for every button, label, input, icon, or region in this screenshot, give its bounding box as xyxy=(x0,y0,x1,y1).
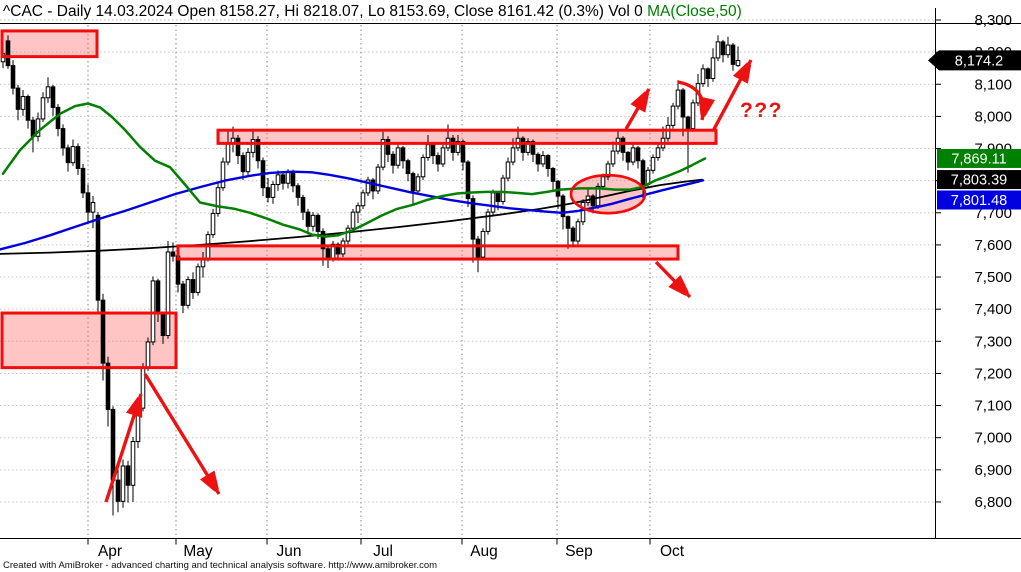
y-axis-labels: 8,3008,2008,1008,0007,9007,8007,7007,600… xyxy=(974,12,1012,511)
support-zone-7600 xyxy=(176,244,680,261)
x-gridlines-months: Apr May Jun Jul Aug Sep Oct xyxy=(87,25,685,560)
month-label: Aug xyxy=(470,543,498,560)
question-marks-annotation: ??? xyxy=(740,99,783,122)
resistance-zone-top-left xyxy=(0,29,99,59)
resistance-zone-7950-fill xyxy=(218,130,716,144)
ma-black-slow-line xyxy=(0,178,703,255)
month-label: Oct xyxy=(660,543,685,560)
y-tick-label: 6,900 xyxy=(974,462,1012,479)
supply-demand-zone-borders xyxy=(0,29,718,370)
y-gridlines xyxy=(0,19,941,503)
y-tick-label: 7,000 xyxy=(974,430,1012,447)
month-label: Jun xyxy=(277,543,302,560)
y-tick-label: 8,100 xyxy=(974,76,1012,93)
resistance-zone-top-left-fill xyxy=(2,30,97,57)
chart-title: ^CAC - Daily 14.03.2024 Open 8158.27, Hi… xyxy=(3,2,742,22)
month-label: May xyxy=(183,543,213,560)
resistance-zone-7950 xyxy=(216,128,718,145)
svg-text:7,869.11: 7,869.11 xyxy=(951,151,1006,167)
ma-black-value-tag: 7,803.39 xyxy=(937,170,1021,190)
y-tick-label: 8,300 xyxy=(974,12,1012,29)
ma50-green-line xyxy=(1,102,707,238)
y-tick-label: 7,600 xyxy=(974,237,1012,254)
y-tick-label: 7,200 xyxy=(974,365,1012,382)
y-tick-label: 7,300 xyxy=(974,333,1012,350)
arrow-up-breakout xyxy=(624,88,649,130)
ma-blue-value-tag: 7,801.48 xyxy=(937,190,1021,210)
svg-text:7,803.39: 7,803.39 xyxy=(951,173,1007,189)
candlesticks xyxy=(0,35,741,516)
ma50-value-tag: 7,869.11 xyxy=(937,148,1021,168)
y-tick-label: 6,800 xyxy=(974,494,1012,511)
y-tick-label: 8,000 xyxy=(974,108,1012,125)
last-price-tag: 8,174.2 xyxy=(928,50,1021,71)
month-label: Jul xyxy=(373,543,393,560)
y-tick-label: 7,500 xyxy=(974,269,1012,286)
arrow-up-projection xyxy=(711,59,753,132)
golden-cross-ellipse xyxy=(569,173,647,215)
month-label: Apr xyxy=(98,543,122,560)
svg-text:8,174.2: 8,174.2 xyxy=(955,53,1003,69)
y-tick-label: 7,100 xyxy=(974,398,1012,415)
svg-text:7,801.48: 7,801.48 xyxy=(951,193,1007,209)
ma-blue-line xyxy=(0,170,705,251)
support-zone-7600-fill xyxy=(178,245,678,260)
trend-arrows xyxy=(104,59,753,503)
support-zone-7300 xyxy=(0,311,178,370)
ma-indicator-label: MA(Close,50) xyxy=(647,3,742,20)
ohlc-info-text: ^CAC - Daily 14.03.2024 Open 8158.27, Hi… xyxy=(3,3,648,20)
y-tick-label: 7,400 xyxy=(974,301,1012,318)
arrow-down-april xyxy=(143,373,219,494)
arrow-up-april-recovery xyxy=(104,393,143,503)
arrow-curved-pullback xyxy=(677,80,703,121)
footer-credit: Created with AmiBroker - advanced charti… xyxy=(3,560,438,571)
month-label: Sep xyxy=(565,543,593,560)
golden-cross-ellipse-fill xyxy=(571,175,645,214)
arrow-down-from-7600-zone xyxy=(654,260,690,297)
